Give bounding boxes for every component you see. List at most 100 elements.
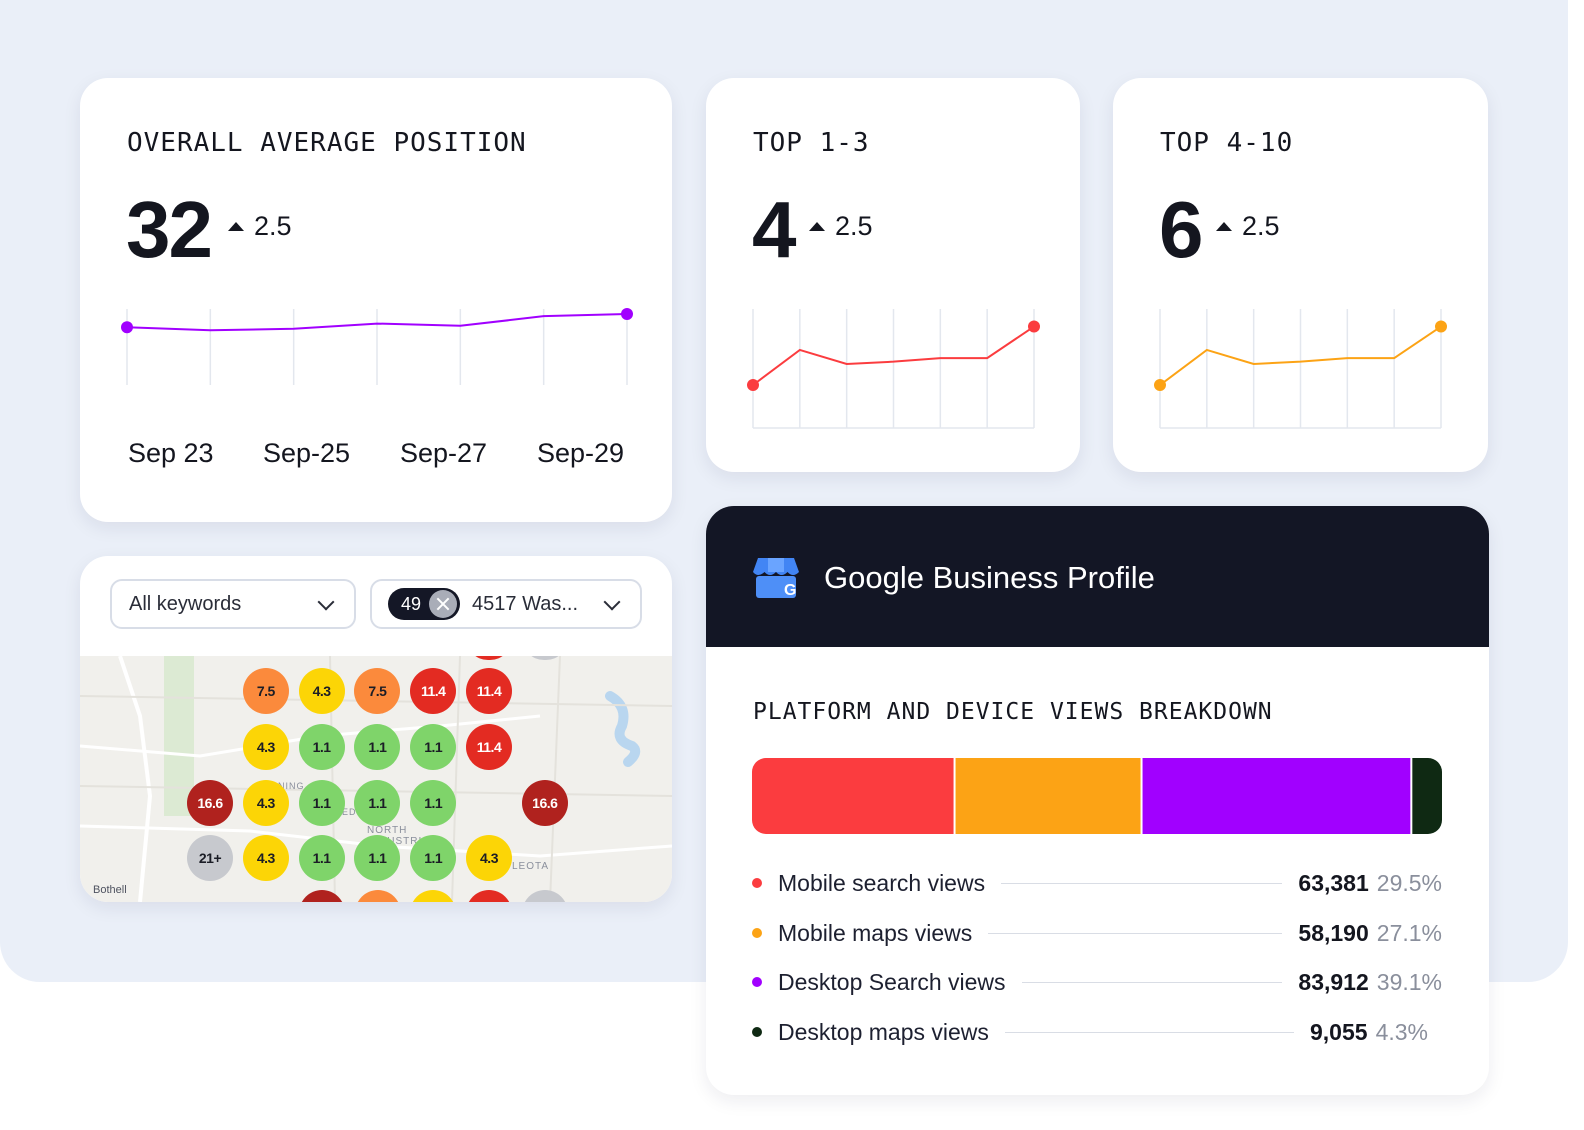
- partial-bubble: [522, 656, 568, 660]
- section-title: PLATFORM AND DEVICE VIEWS BREAKDOWN: [753, 699, 1273, 725]
- legend-label: Desktop maps views: [778, 1018, 989, 1045]
- legend-row: Desktop Search views 83,912 39.1%: [752, 965, 1442, 999]
- place-label: LEOTA: [512, 861, 550, 872]
- up-arrow-icon: [809, 222, 825, 231]
- top-1-3-chart: [747, 309, 1040, 429]
- gbp-header: G Google Business Profile: [706, 506, 1489, 647]
- place-label: NING: [278, 781, 305, 791]
- rank-bubble[interactable]: 4.3: [242, 835, 289, 882]
- map-grid-card: All keywords 49 4517 Was... Bothell NO: [80, 556, 672, 902]
- location-dropdown[interactable]: 49 4517 Was...: [370, 579, 642, 629]
- series-line: [126, 312, 628, 332]
- leader-line: [1004, 1031, 1294, 1033]
- legend-dot: [752, 878, 762, 888]
- series-start-point: [121, 321, 133, 334]
- legend-label: Desktop Search views: [778, 968, 1006, 995]
- x-axis-label: Sep 23: [128, 438, 214, 468]
- rank-bubble[interactable]: 1.1: [298, 779, 345, 826]
- rank-bubble[interactable]: 16.6: [187, 779, 233, 826]
- partial-bubble: [299, 890, 345, 902]
- rank-bubble[interactable]: 1.1: [354, 835, 401, 882]
- metric-delta: 2.5: [809, 211, 873, 242]
- metric-delta: 2.5: [228, 211, 292, 242]
- legend-value: 83,912: [1298, 968, 1369, 995]
- bar-segment: [1412, 758, 1442, 834]
- dropdown-value: All keywords: [129, 592, 242, 615]
- rank-bubble[interactable]: 16.6: [521, 779, 568, 826]
- legend-label: Mobile maps views: [778, 919, 973, 946]
- legend-dot: [752, 1027, 762, 1037]
- rank-bubble[interactable]: 21+: [187, 835, 233, 882]
- legend-value: 9,055: [1310, 1018, 1368, 1045]
- x-axis-label: Sep-29: [537, 438, 625, 468]
- up-arrow-icon: [228, 222, 244, 231]
- legend-percent: 4.3%: [1375, 1018, 1428, 1045]
- top-1-3-card: TOP 1-3 4 2.5: [706, 78, 1080, 472]
- legend-row: Mobile maps views 58,190 27.1%: [752, 916, 1442, 950]
- leader-line: [1001, 882, 1283, 884]
- legend-percent: 27.1%: [1376, 919, 1442, 946]
- rank-bubble[interactable]: 1.1: [410, 723, 457, 770]
- clear-icon[interactable]: [429, 590, 458, 618]
- place-label: Bothell: [93, 884, 127, 896]
- series-start-point: [1154, 379, 1166, 392]
- location-count: 49: [401, 593, 422, 614]
- chevron-down-icon: [317, 593, 335, 611]
- partial-bubble: [355, 890, 401, 902]
- rank-bubble[interactable]: 1.1: [354, 723, 401, 770]
- gbp-title: Google Business Profile: [824, 560, 1155, 595]
- partial-bubble: [466, 656, 512, 660]
- rank-bubble[interactable]: 1.1: [298, 835, 345, 882]
- views-breakdown-bar: [752, 758, 1442, 834]
- series-end-point: [621, 307, 633, 320]
- series-end-point: [1028, 320, 1040, 333]
- location-count-pill: 49: [388, 588, 461, 620]
- rank-bubble[interactable]: 11.4: [410, 668, 457, 714]
- place-label: NORTH: [367, 825, 408, 836]
- rank-bubble[interactable]: 4.3: [242, 723, 289, 770]
- overall-position-chart: [121, 307, 633, 385]
- top-4-10-card: TOP 4-10 6 2.5: [1113, 78, 1488, 472]
- leader-line: [988, 932, 1283, 934]
- legend-row: Mobile search views 63,381 29.5%: [752, 866, 1442, 900]
- card-title: OVERALL AVERAGE POSITION: [127, 128, 527, 158]
- rank-bubble[interactable]: 1.1: [298, 723, 345, 770]
- bar-segment: [752, 758, 954, 834]
- overall-average-position-card: OVERALL AVERAGE POSITION 32 2.5 Sep 23 S…: [80, 78, 672, 522]
- google-business-logo-icon: G: [753, 558, 799, 599]
- series-end-point: [1435, 320, 1447, 333]
- legend-row: Desktop maps views 9,055 4.3%: [752, 1015, 1442, 1049]
- delta-value: 2.5: [1242, 211, 1280, 241]
- google-business-profile-card: G Google Business Profile PLATFORM AND D…: [706, 506, 1489, 1095]
- rank-bubble[interactable]: 4.3: [242, 779, 289, 826]
- x-axis-label: Sep-27: [400, 438, 488, 468]
- delta-value: 2.5: [254, 211, 292, 241]
- rank-bubble[interactable]: 1.1: [354, 779, 401, 826]
- map-area[interactable]: Bothell NORTH INDUSTRIAL LEOTA NING ED 7…: [80, 656, 672, 902]
- place-label: ED: [342, 807, 357, 817]
- legend-dot: [752, 928, 762, 938]
- bar-segments: [752, 758, 1442, 834]
- series-start-point: [747, 379, 759, 392]
- rank-bubble-grid: 7.5 4.3 7.5 11.4 11.4 4.3 1.1 1.1 1.1 11.4 16.6 4.3…: [80, 656, 672, 902]
- rank-bubble[interactable]: 11.4: [466, 668, 512, 714]
- rank-bubble[interactable]: 11.4: [466, 723, 512, 770]
- x-axis-label: Sep-25: [263, 438, 351, 468]
- partial-bubble: [410, 890, 456, 902]
- legend-dot: [752, 977, 762, 987]
- keywords-dropdown[interactable]: All keywords: [110, 579, 356, 629]
- rank-bubble[interactable]: 1.1: [410, 835, 457, 882]
- series-line: [1159, 325, 1442, 386]
- rank-bubble[interactable]: 4.3: [298, 668, 345, 714]
- rank-bubble[interactable]: 7.5: [354, 668, 401, 714]
- svg-text:G: G: [784, 582, 796, 599]
- legend-label: Mobile search views: [778, 869, 986, 896]
- rank-bubble[interactable]: 4.3: [466, 835, 512, 882]
- legend-percent: 29.5%: [1376, 869, 1442, 896]
- legend-value: 63,381: [1298, 869, 1369, 896]
- partial-bubble: [466, 890, 512, 902]
- rank-bubble[interactable]: 7.5: [242, 668, 289, 714]
- rank-bubble[interactable]: 1.1: [410, 779, 457, 826]
- chevron-down-icon: [603, 593, 621, 611]
- series-line: [752, 325, 1035, 386]
